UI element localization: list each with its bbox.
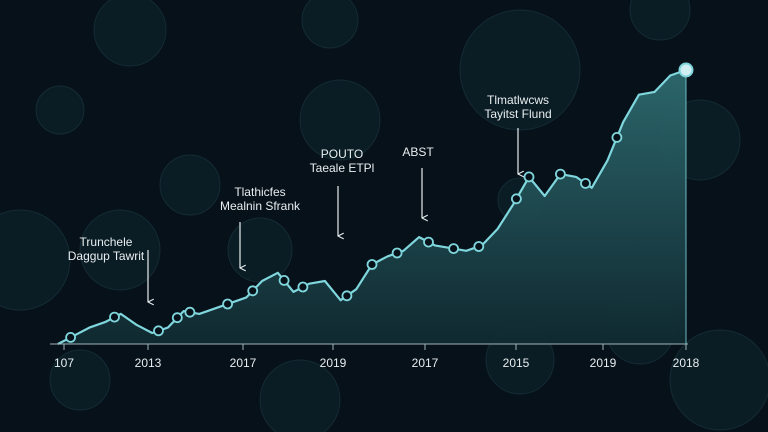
decor-coin <box>299 79 381 161</box>
decor-coin <box>259 359 341 432</box>
data-point <box>109 311 120 323</box>
decor-coin <box>93 0 167 67</box>
data-point <box>523 171 535 183</box>
data-point <box>423 236 434 248</box>
data-point <box>153 325 164 337</box>
x-tick-label: 2017 <box>412 356 439 370</box>
data-point <box>171 312 183 324</box>
plot-area <box>50 62 694 345</box>
data-point <box>511 193 522 205</box>
data-point <box>391 247 403 259</box>
x-tick-label: 107 <box>54 356 74 370</box>
x-tick-label: 2019 <box>590 356 617 370</box>
annotation-label: Taeale ETPl <box>310 161 375 175</box>
data-point <box>278 274 290 286</box>
annotation-label: Tayitst Flund <box>484 107 551 121</box>
x-tick-label: 2015 <box>503 356 530 370</box>
data-point <box>580 177 591 189</box>
decor-coin <box>629 0 691 41</box>
decor-coin <box>669 329 768 431</box>
annotation-label: Tlmatlwcws <box>487 93 549 107</box>
x-tick-label: 2019 <box>320 356 347 370</box>
x-axis: 107 2013 2017 2019 2017 2015 2019 2018 <box>54 344 700 370</box>
annotation-label: Trunchele <box>80 235 133 249</box>
data-point <box>366 259 378 270</box>
x-tick-label: 2018 <box>673 356 700 370</box>
annotation-label: Daggup Tawrit <box>68 249 145 263</box>
annotation-label: ABST <box>402 145 434 159</box>
decor-coin <box>159 154 221 216</box>
data-point <box>473 241 485 252</box>
data-point <box>65 331 76 343</box>
data-point <box>448 243 460 255</box>
data-point <box>555 168 566 180</box>
data-point <box>184 306 196 318</box>
data-point <box>297 281 309 293</box>
x-tick-label: 2013 <box>135 356 162 370</box>
decor-coin <box>227 217 293 283</box>
data-point <box>611 131 623 143</box>
data-point <box>247 285 259 297</box>
decor-coin <box>0 209 71 311</box>
decor-coin <box>79 209 161 291</box>
endpoint-marker <box>678 62 694 78</box>
decor-coin <box>35 85 85 135</box>
data-point <box>222 298 234 310</box>
decor-coin <box>459 9 581 131</box>
decor-coin <box>49 349 111 411</box>
data-point <box>341 290 353 302</box>
x-tick-label: 2017 <box>230 356 257 370</box>
area-fill <box>58 70 686 344</box>
annotation-label: Tlathicfes <box>234 185 285 199</box>
annotation-label: Mealnin Sfrank <box>220 199 301 213</box>
annotation-label: POUTO <box>321 147 363 161</box>
decor-coin <box>301 0 359 49</box>
